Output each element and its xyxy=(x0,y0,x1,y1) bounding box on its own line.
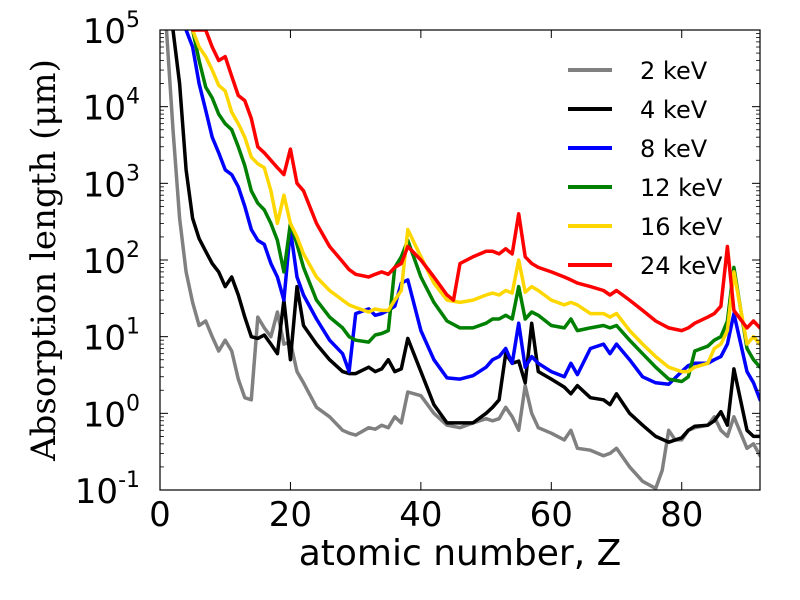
x-tick-label: 80 xyxy=(660,495,703,535)
x-tick-label: 0 xyxy=(149,495,171,535)
series-line-2 xyxy=(184,30,760,402)
series-line-0 xyxy=(164,30,760,490)
legend-label: 12 keV xyxy=(640,174,723,202)
legend-label: 4 keV xyxy=(640,96,708,124)
legend-label: 24 keV xyxy=(640,252,723,280)
x-axis-label: atomic number, Z xyxy=(299,533,622,574)
legend-label: 2 keV xyxy=(640,57,708,85)
y-tick-label: 103 xyxy=(83,161,140,205)
y-axis-label: Absorption length (μm) xyxy=(24,59,64,462)
legend-label: 8 keV xyxy=(640,135,708,163)
x-tick-label: 20 xyxy=(269,495,312,535)
y-tick-label: 100 xyxy=(83,391,140,435)
series-line-1 xyxy=(171,30,760,444)
series-layer xyxy=(164,30,760,490)
legend: 2 keV 4 keV 8 keV 12 keV 16 keV 24 keV xyxy=(568,57,723,280)
y-tick-label: 101 xyxy=(83,315,140,359)
x-tick-label: 60 xyxy=(530,495,573,535)
series-line-4 xyxy=(190,30,760,374)
ticks-layer: 0 20 40 60 80 10-1 100 101 102 103 104 105 xyxy=(75,8,760,535)
y-tick-label: 102 xyxy=(83,238,140,282)
y-tick-label: 104 xyxy=(83,85,140,129)
x-tick-label: 40 xyxy=(399,495,442,535)
series-line-3 xyxy=(190,30,760,384)
y-tick-label: 10-1 xyxy=(75,468,140,512)
y-tick-label: 105 xyxy=(83,8,140,52)
series-line-5 xyxy=(190,30,760,333)
legend-label: 16 keV xyxy=(640,213,723,241)
